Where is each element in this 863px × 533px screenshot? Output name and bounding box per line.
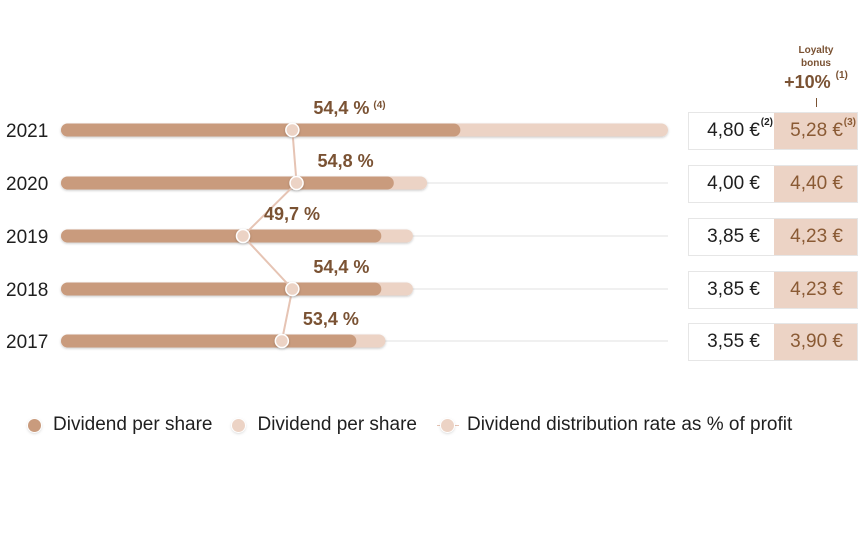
bar-row-2019: 2019	[6, 227, 668, 248]
base-value-2020: 4,00 €	[689, 166, 774, 202]
base-value-text: 3,55 €	[707, 331, 760, 352]
year-label: 2019	[6, 227, 48, 248]
loyalty-note: (1)	[835, 70, 848, 81]
legend-dark-dot-icon	[28, 418, 41, 432]
rate-point-2020	[289, 175, 304, 191]
value-box-2018: 3,85 € 4,23 €	[688, 271, 858, 309]
loyalty-label-line1: Loyalty	[798, 45, 834, 56]
loyalty-tick	[815, 98, 817, 107]
base-value-text: 3,85 €	[707, 279, 760, 300]
loyalty-label-line2: bonus	[801, 58, 831, 69]
year-label: 2021	[6, 121, 48, 142]
legend-item-dividend-bonus: Dividend per share	[232, 414, 417, 436]
bar-row-2020: 2020	[6, 174, 668, 195]
bonus-value-2021: 5,28 € (3)	[774, 113, 857, 149]
bar-row-2017: 2017	[6, 332, 668, 353]
legend-light-dot-icon	[232, 418, 246, 432]
bonus-value-text: 4,23 €	[790, 279, 843, 300]
bar-base-2018	[61, 282, 382, 296]
value-box-2021: 4,80 € (2) 5,28 € (3)	[688, 112, 858, 150]
year-label: 2020	[6, 174, 48, 195]
bonus-value-2020: 4,40 €	[774, 166, 857, 202]
bar-base-2021	[61, 123, 461, 137]
bonus-value-text: 4,23 €	[790, 226, 843, 247]
bar-base-2017	[61, 334, 357, 348]
rate-point-2021	[285, 122, 300, 138]
legend: Dividend per share Dividend per share Di…	[28, 414, 812, 436]
loyalty-percent: +10% (1)	[774, 70, 858, 93]
legend-item-distribution-rate: Dividend distribution rate as % of profi…	[436, 414, 793, 436]
base-value-text: 3,85 €	[707, 226, 760, 247]
bar-base-2020	[61, 176, 394, 190]
base-value-text: 4,00 €	[707, 173, 760, 194]
rate-label-2018: 54,4 %	[313, 257, 369, 277]
legend-label-3: Dividend distribution rate as % of profi…	[466, 414, 793, 435]
base-note: (2)	[760, 117, 773, 128]
bonus-value-2018: 4,23 €	[774, 272, 857, 308]
dividend-chart: 2021 2020 2019 2018 2017 54,4 % (4) 54,8 % 49,7 …	[6, 98, 668, 353]
legend-label-1: Dividend per share	[53, 414, 213, 435]
bonus-value-2019: 4,23 €	[774, 219, 857, 255]
bar-row-2021: 2021	[6, 121, 668, 142]
rate-point-2019	[235, 228, 251, 244]
legend-label-2: Dividend per share	[257, 414, 417, 435]
base-value-2021: 4,80 € (2)	[689, 113, 774, 149]
base-value-text: 4,80 €	[707, 120, 760, 141]
loyalty-percent-value: +10%	[784, 72, 831, 92]
rate-point-2017	[274, 333, 290, 349]
rate-label-2017: 53,4 %	[303, 309, 359, 329]
value-box-2019: 3,85 € 4,23 €	[688, 218, 858, 256]
rate-label-2020: 54,8 %	[318, 151, 374, 171]
base-value-2018: 3,85 €	[689, 272, 774, 308]
bar-row-2018: 2018	[6, 280, 668, 301]
bonus-value-text: 3,90 €	[790, 331, 843, 352]
bonus-note: (3)	[843, 117, 856, 128]
rate-point-2018	[285, 281, 300, 297]
year-label: 2017	[6, 332, 48, 353]
legend-line-dot-icon	[436, 418, 459, 432]
base-value-2017: 3,55 €	[689, 324, 774, 360]
legend-item-dividend: Dividend per share	[28, 414, 212, 436]
rate-label-2021: 54,4 % (4)	[313, 98, 385, 118]
bar-base-2019	[61, 229, 382, 243]
value-box-2020: 4,00 € 4,40 €	[688, 165, 858, 203]
rate-label-2019: 49,7 %	[264, 204, 320, 224]
bonus-value-2017: 3,90 €	[774, 324, 857, 360]
bonus-value-text: 5,28 €	[790, 120, 843, 141]
bonus-value-text: 4,40 €	[790, 173, 843, 194]
value-box-2017: 3,55 € 3,90 €	[688, 323, 858, 361]
year-label: 2018	[6, 280, 48, 301]
loyalty-bonus-header: Loyalty bonus +10% (1)	[774, 44, 858, 107]
base-value-2019: 3,85 €	[689, 219, 774, 255]
